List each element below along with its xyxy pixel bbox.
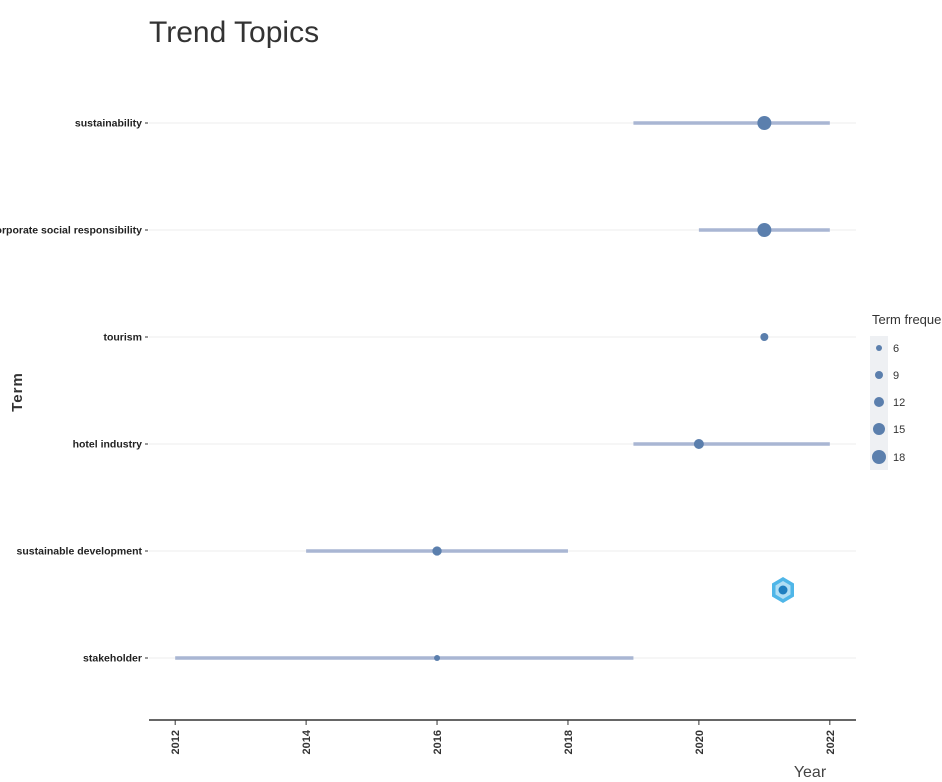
chart-title: Trend Topics [149, 16, 319, 49]
legend-key-circle [874, 397, 884, 407]
term-label: corporate social responsibility [0, 225, 142, 237]
term-point [760, 333, 769, 341]
x-tick-label: 2022 [825, 730, 837, 754]
term-label: stakeholder [83, 653, 142, 665]
y-axis: sustainability corporate social responsib… [0, 118, 148, 665]
legend-key-circle [873, 423, 885, 435]
term-point [757, 116, 772, 130]
term-point [432, 546, 442, 556]
legend-key-circle [876, 345, 882, 351]
grid-lines [149, 122, 856, 659]
term-label: hotel industry [73, 439, 143, 451]
term-point [757, 223, 772, 237]
legend-title: Term frequency [872, 312, 942, 327]
term-point [434, 655, 441, 661]
term-label: tourism [103, 332, 142, 344]
term-points [432, 116, 772, 661]
legend-key-circle [875, 371, 883, 379]
watermark-badge-icon [772, 577, 794, 603]
x-tick-label: 2014 [301, 729, 313, 754]
x-tick-label: 2020 [694, 730, 706, 754]
legend-label: 9 [893, 370, 899, 382]
legend: Term frequency 6 9 12 15 18 [870, 312, 942, 470]
x-tick-label: 2018 [563, 730, 575, 754]
legend-label: 12 [893, 397, 905, 409]
legend-label: 18 [893, 452, 905, 464]
term-label: sustainability [75, 118, 142, 130]
x-tick-label: 2016 [432, 730, 444, 754]
legend-label: 6 [893, 343, 899, 355]
term-point [693, 439, 704, 449]
x-axis-title: Year [794, 764, 827, 781]
legend-key-circle [872, 450, 886, 464]
term-label: sustainable development [17, 546, 143, 558]
term-ranges [175, 121, 830, 660]
y-axis-title: Term [9, 372, 26, 412]
legend-label: 15 [893, 424, 905, 436]
x-tick-label: 2012 [170, 730, 182, 754]
x-axis: 2012 2014 2016 2018 2020 2022 [170, 720, 837, 754]
